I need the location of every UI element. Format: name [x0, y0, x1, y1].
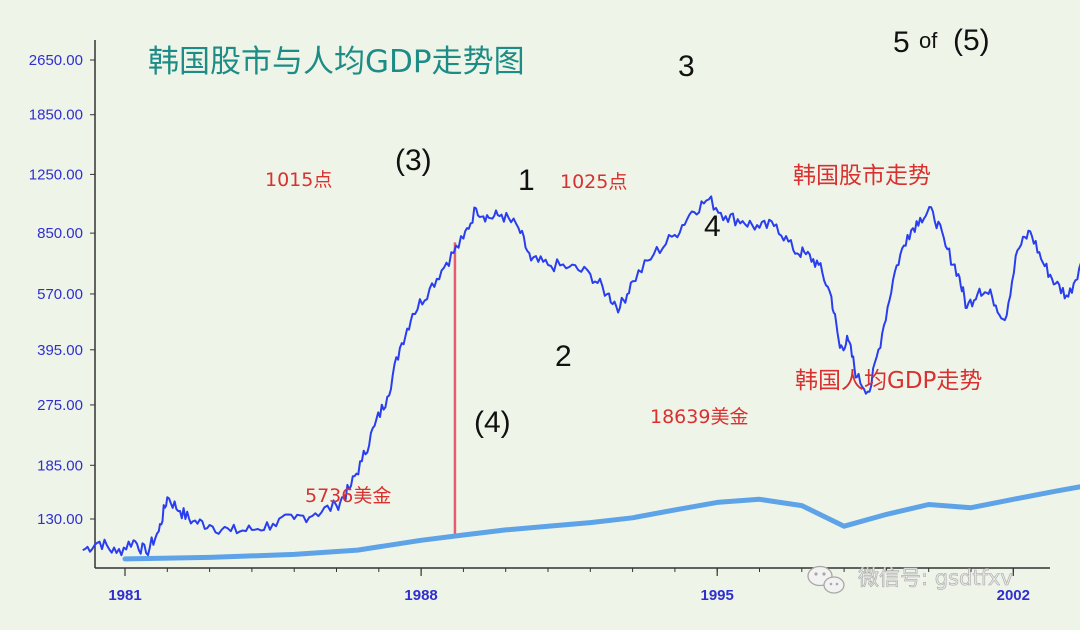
wave-label-1: 1 — [518, 164, 535, 197]
y-tick-label: 130.00 — [37, 511, 83, 528]
wave-label-5: 5 — [893, 26, 910, 59]
x-tick-label: 1981 — [108, 587, 141, 604]
wave-label-3: 3 — [678, 50, 695, 83]
wave-label-2: 2 — [555, 340, 572, 373]
y-tick-label: 570.00 — [37, 286, 83, 303]
watermark-text: 微信号: gsdtfxv — [858, 566, 1013, 590]
y-tick-label: 1250.00 — [29, 166, 83, 183]
y-tick-label: 395.00 — [37, 342, 83, 359]
x-tick-label: 1988 — [404, 587, 437, 604]
wave-label-5-of: of — [919, 28, 938, 53]
annotation-peak-1989: 1015点 — [265, 169, 332, 191]
wave-label-4a: (4) — [474, 406, 511, 439]
wave-label-5-paren: (5) — [953, 24, 990, 57]
legend-stock-label: 韩国股市走势 — [793, 163, 931, 189]
wechat-watermark: 微信号: gsdtfxv — [807, 565, 1013, 594]
wave-label-4: 4 — [704, 210, 721, 243]
y-tick-label: 1850.00 — [29, 107, 83, 124]
y-tick-label: 185.00 — [37, 457, 83, 474]
wechat-icon — [807, 565, 845, 594]
stock-series-line — [82, 195, 1080, 557]
chart-title: 韩国股市与人均GDP走势图 — [148, 44, 525, 80]
y-tick-label: 850.00 — [37, 225, 83, 242]
gdp-series-line — [122, 484, 1080, 562]
y-tick-label: 275.00 — [37, 397, 83, 414]
annotation-gdp-2005: 18639美金 — [650, 406, 748, 428]
x-tick-label: 2002 — [997, 587, 1030, 604]
x-tick-label: 1995 — [701, 587, 734, 604]
legend-gdp-label: 韩国人均GDP走势 — [795, 368, 982, 394]
annotation-gdp-1989: 5736美金 — [305, 485, 391, 507]
wave-label-3a: (3) — [395, 144, 432, 177]
annotation-peak-2005: 1025点 — [560, 171, 627, 193]
y-tick-label: 2650.00 — [29, 52, 83, 69]
